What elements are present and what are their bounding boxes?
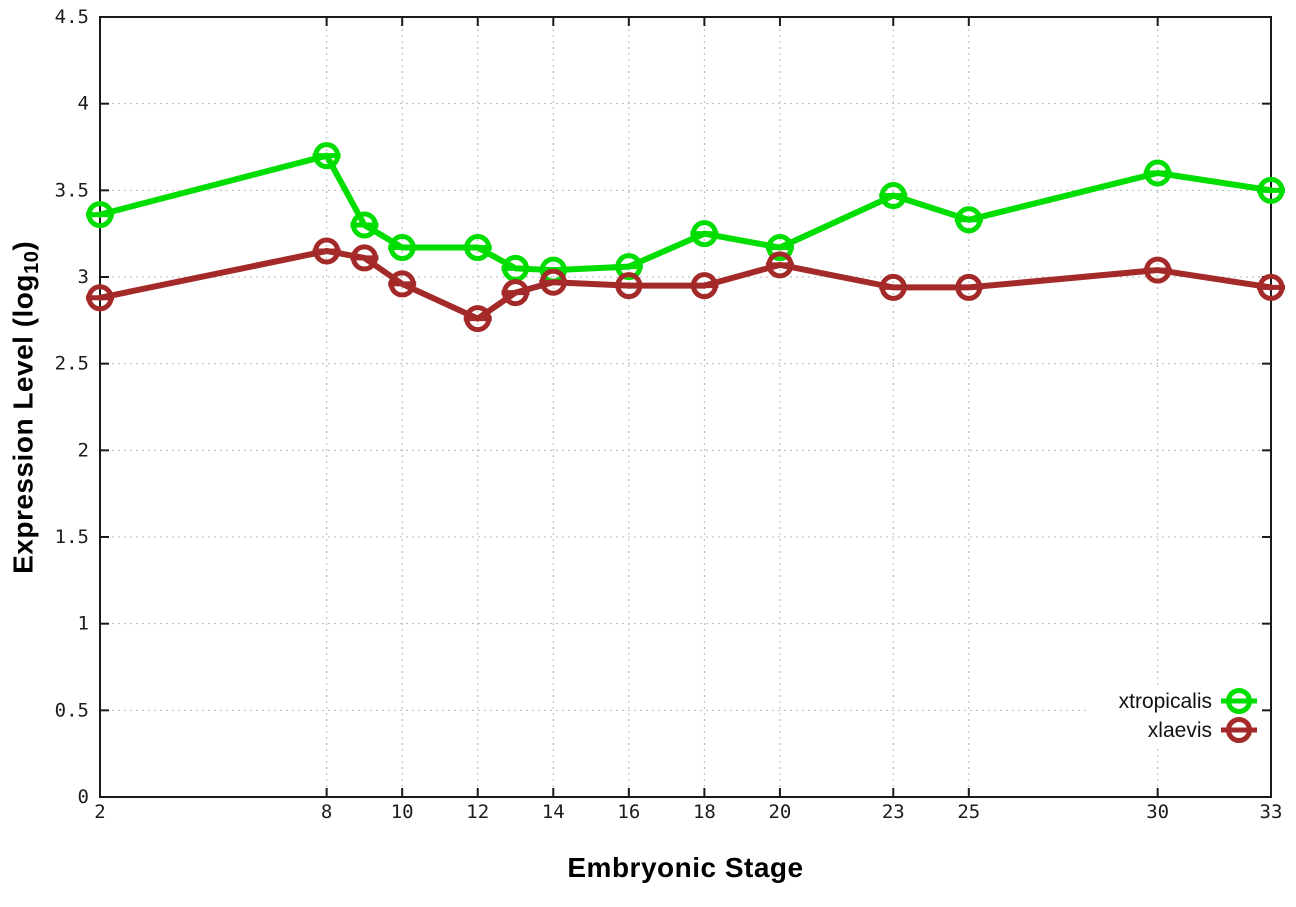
data-point-xtropicalis [350,211,378,239]
y-tick-label: 2.5 [55,353,89,375]
legend-sample-marker-xlaevis [1226,717,1252,743]
legend-sample-marker-xtropicalis [1226,688,1252,714]
data-point-xtropicalis [1144,159,1172,187]
data-point-xlaevis [1257,273,1285,301]
data-point-xlaevis [86,284,114,312]
x-tick-label: 25 [957,801,980,823]
plot-border [99,16,1272,798]
data-point-xlaevis [539,268,567,296]
x-tick-label: 20 [768,801,791,823]
y-tick-label: 4.5 [55,6,89,28]
y-tick-label: 0 [78,786,89,808]
data-point-xtropicalis [464,234,492,262]
data-point-xlaevis [1144,256,1172,284]
y-tick-label: 4 [78,93,89,115]
x-tick-label: 18 [693,801,716,823]
data-point-xlaevis [615,272,643,300]
data-point-xtropicalis [86,201,114,229]
data-point-xtropicalis [388,234,416,262]
x-tick-label: 2 [94,801,105,823]
x-tick-label: 12 [466,801,489,823]
data-point-xlaevis [879,273,907,301]
data-point-xtropicalis [615,253,643,281]
data-point-xlaevis [502,279,530,307]
y-tick-label: 0.5 [55,699,89,721]
series-line-xtropicalis [97,152,1274,274]
x-tick-label: 23 [882,801,905,823]
series-line-xlaevis [97,248,1274,322]
data-point-xtropicalis [313,142,341,170]
y-tick-label: 1 [78,613,89,635]
data-point-xtropicalis [766,234,794,262]
y-tick-label: 1.5 [55,526,89,548]
data-point-xtropicalis [1257,176,1285,204]
x-axis-title: Embryonic Stage [567,852,804,883]
x-tick-label: 33 [1260,801,1283,823]
data-point-xtropicalis [690,220,718,248]
x-tick-label: 10 [391,801,414,823]
data-point-xlaevis [388,270,416,298]
data-point-xlaevis [766,251,794,279]
data-point-xlaevis [690,272,718,300]
data-point-xlaevis [955,273,983,301]
data-point-xtropicalis [955,206,983,234]
data-point-xlaevis [350,244,378,272]
x-tick-label: 16 [617,801,640,823]
x-tick-label: 30 [1146,801,1169,823]
legend-label-xlaevis: xlaevis [1148,719,1212,742]
legend-label-xtropicalis: xtropicalis [1119,690,1212,713]
data-point-xlaevis [464,305,492,333]
y-tick-label: 2 [78,439,89,461]
data-point-xlaevis [313,237,341,265]
y-tick-label: 3.5 [55,179,89,201]
y-tick-label: 3 [78,266,89,288]
x-tick-label: 14 [542,801,565,823]
data-point-xtropicalis [879,182,907,210]
x-tick-label: 8 [321,801,332,823]
